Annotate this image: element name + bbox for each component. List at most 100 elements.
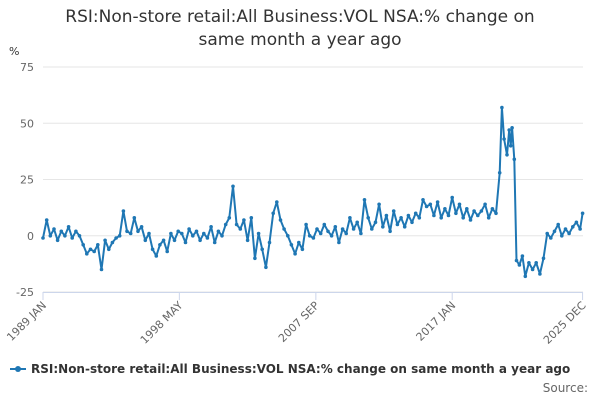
data-point[interactable] [209,225,213,229]
data-point[interactable] [110,240,115,245]
data-point[interactable] [158,243,162,247]
data-point[interactable] [432,213,436,218]
data-point[interactable] [198,238,202,243]
data-point[interactable] [81,243,85,247]
data-point[interactable] [326,229,330,234]
data-point[interactable] [333,225,338,229]
data-point[interactable] [574,220,579,225]
data-point[interactable] [315,227,319,231]
data-point[interactable] [428,202,433,207]
data-point[interactable] [318,231,323,236]
data-point[interactable] [505,153,509,157]
data-point[interactable] [275,200,279,204]
data-point[interactable] [476,213,480,218]
data-point[interactable] [66,225,71,229]
data-point[interactable] [59,229,64,234]
data-point[interactable] [381,225,385,229]
data-point[interactable] [289,243,294,247]
data-point[interactable] [223,222,228,227]
data-point[interactable] [234,222,239,227]
data-point[interactable] [136,229,140,234]
data-point[interactable] [424,204,429,209]
data-point[interactable] [507,128,512,132]
data-point[interactable] [366,216,371,220]
data-point[interactable] [88,247,93,252]
data-point[interactable] [490,207,495,211]
data-point[interactable] [567,231,571,236]
data-point[interactable] [117,234,122,238]
data-point[interactable] [231,184,235,189]
data-point[interactable] [41,236,45,240]
data-point[interactable] [297,240,301,245]
data-point[interactable] [48,234,53,238]
data-point[interactable] [271,211,276,216]
data-point[interactable] [520,254,525,258]
data-point[interactable] [443,207,447,211]
data-point[interactable] [103,238,107,243]
data-point[interactable] [578,227,582,231]
data-point[interactable] [502,137,506,141]
data-point[interactable] [260,247,265,252]
data-point[interactable] [523,274,528,279]
data-point[interactable] [530,267,535,272]
data-point[interactable] [194,229,199,234]
data-point[interactable] [256,231,261,236]
data-point[interactable] [337,240,341,245]
data-point[interactable] [538,272,542,276]
data-point[interactable] [406,213,411,218]
data-point[interactable] [99,267,104,272]
data-point[interactable] [176,229,180,234]
data-point[interactable] [454,211,458,216]
data-point[interactable] [510,126,514,130]
data-point[interactable] [508,144,513,148]
data-point[interactable] [494,211,498,216]
data-point[interactable] [282,227,286,231]
data-point[interactable] [439,216,444,220]
data-point[interactable] [446,213,451,218]
data-point[interactable] [216,229,221,234]
data-point[interactable] [571,225,575,229]
data-point[interactable] [552,229,557,234]
data-point[interactable] [351,227,356,231]
data-point[interactable] [421,198,425,202]
data-point[interactable] [580,211,585,216]
legend[interactable]: RSI:Non-store retail:All Business:VOL NS… [10,361,570,377]
data-point[interactable] [150,247,155,252]
data-point[interactable] [410,220,414,225]
data-point[interactable] [253,256,257,261]
data-point[interactable] [307,234,312,238]
data-point[interactable] [202,231,206,236]
data-point[interactable] [293,252,297,256]
data-point[interactable] [370,227,374,231]
data-point[interactable] [560,234,564,238]
data-point[interactable] [340,227,345,231]
data-point[interactable] [545,231,549,236]
data-point[interactable] [388,229,392,234]
data-point[interactable] [534,261,538,265]
data-point[interactable] [154,254,159,258]
data-point[interactable] [563,227,568,231]
data-point[interactable] [52,227,56,231]
data-point[interactable] [114,236,118,240]
data-point[interactable] [483,202,487,207]
data-point[interactable] [417,216,422,220]
data-point[interactable] [527,261,531,265]
data-point[interactable] [227,216,232,220]
data-point[interactable] [541,256,546,261]
data-point[interactable] [362,198,367,202]
data-point[interactable] [413,211,418,216]
data-point[interactable] [514,258,519,263]
data-point[interactable] [161,238,166,243]
data-point[interactable] [373,220,378,225]
data-point[interactable] [249,216,254,220]
series-line[interactable] [42,106,584,278]
data-point[interactable] [556,222,560,227]
data-point[interactable] [355,220,360,225]
data-point[interactable] [479,209,484,213]
data-point[interactable] [304,222,308,227]
data-point[interactable] [468,218,473,222]
data-point[interactable] [402,225,407,229]
data-point[interactable] [399,216,403,220]
data-point[interactable] [329,234,334,238]
data-point[interactable] [242,218,246,222]
